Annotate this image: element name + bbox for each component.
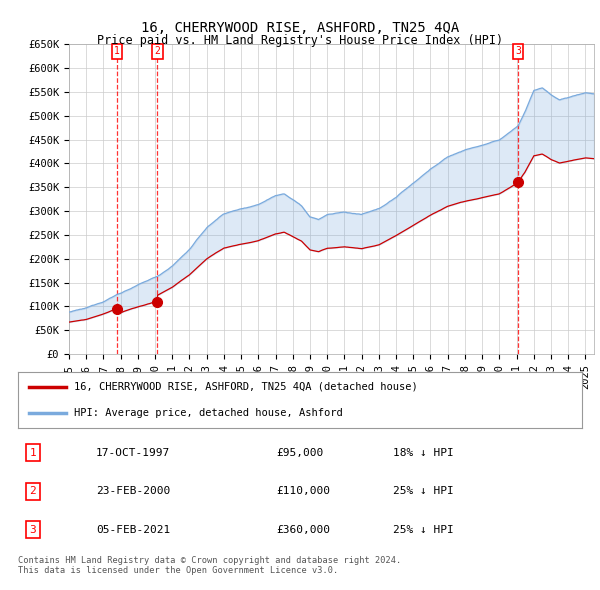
- Text: 17-OCT-1997: 17-OCT-1997: [96, 448, 170, 458]
- Text: 2: 2: [29, 486, 37, 496]
- Text: 3: 3: [29, 525, 37, 535]
- Text: £360,000: £360,000: [276, 525, 330, 535]
- Text: £110,000: £110,000: [276, 486, 330, 496]
- Text: 25% ↓ HPI: 25% ↓ HPI: [393, 525, 454, 535]
- Text: 23-FEB-2000: 23-FEB-2000: [96, 486, 170, 496]
- Text: 05-FEB-2021: 05-FEB-2021: [96, 525, 170, 535]
- Text: 16, CHERRYWOOD RISE, ASHFORD, TN25 4QA: 16, CHERRYWOOD RISE, ASHFORD, TN25 4QA: [141, 21, 459, 35]
- Text: 25% ↓ HPI: 25% ↓ HPI: [393, 486, 454, 496]
- Text: 16, CHERRYWOOD RISE, ASHFORD, TN25 4QA (detached house): 16, CHERRYWOOD RISE, ASHFORD, TN25 4QA (…: [74, 382, 418, 392]
- Text: HPI: Average price, detached house, Ashford: HPI: Average price, detached house, Ashf…: [74, 408, 343, 418]
- Text: 1: 1: [29, 448, 37, 458]
- Text: 18% ↓ HPI: 18% ↓ HPI: [393, 448, 454, 458]
- Text: Contains HM Land Registry data © Crown copyright and database right 2024.
This d: Contains HM Land Registry data © Crown c…: [18, 556, 401, 575]
- Text: 1: 1: [114, 47, 120, 57]
- Text: £95,000: £95,000: [276, 448, 323, 458]
- Text: 3: 3: [515, 47, 521, 57]
- Text: Price paid vs. HM Land Registry's House Price Index (HPI): Price paid vs. HM Land Registry's House …: [97, 34, 503, 47]
- Text: 2: 2: [155, 47, 160, 57]
